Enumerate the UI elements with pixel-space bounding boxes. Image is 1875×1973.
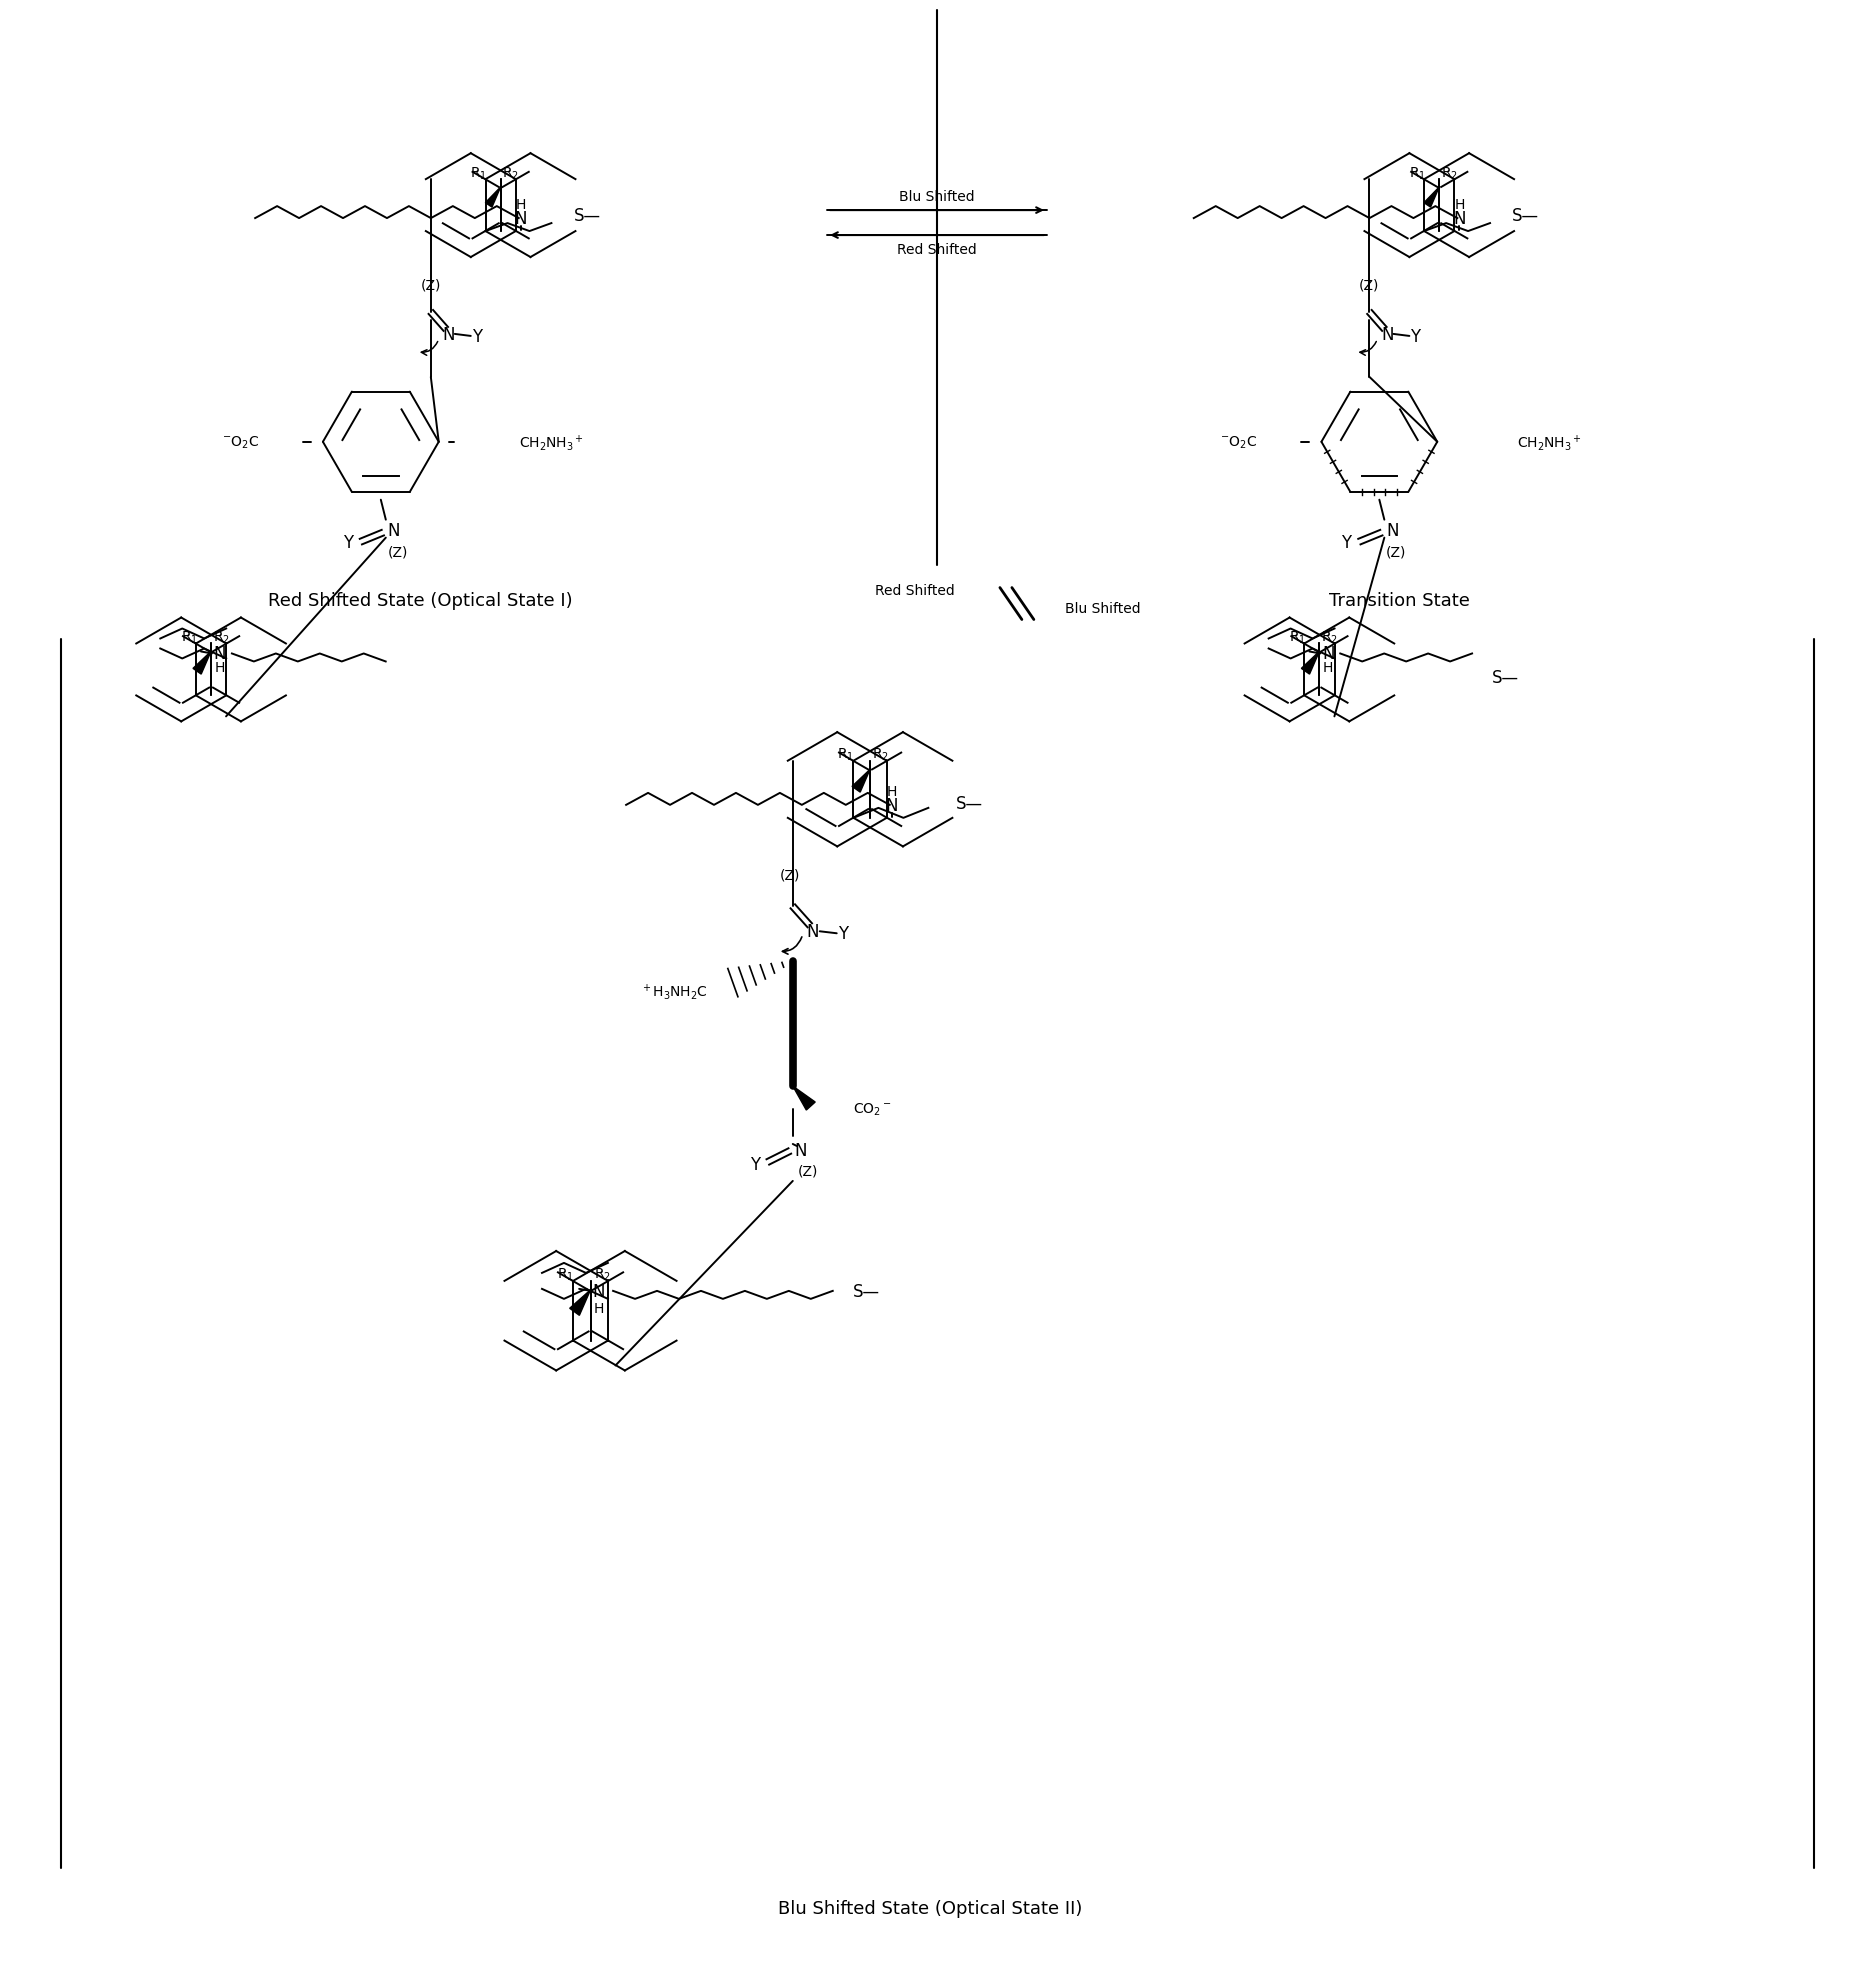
Text: N: N <box>1382 326 1393 343</box>
Text: CH$_2$NH$_3$$^+$: CH$_2$NH$_3$$^+$ <box>519 432 583 452</box>
Text: $^{-}$O$_2$C: $^{-}$O$_2$C <box>1221 434 1258 450</box>
Text: Y: Y <box>750 1156 759 1174</box>
Text: Blu Shifted State (Optical State II): Blu Shifted State (Optical State II) <box>778 1898 1082 1916</box>
Text: N: N <box>1453 209 1466 229</box>
Text: N: N <box>442 326 456 343</box>
Polygon shape <box>570 1290 591 1316</box>
Text: N: N <box>514 209 527 229</box>
Text: Red Shifted: Red Shifted <box>896 243 977 256</box>
Text: H: H <box>516 197 527 211</box>
Text: (Z): (Z) <box>1386 545 1406 558</box>
Text: Y: Y <box>1341 533 1352 550</box>
Text: R$_2$: R$_2$ <box>872 746 889 762</box>
Text: CO$_2$$^-$: CO$_2$$^-$ <box>853 1101 891 1117</box>
Text: Blu Shifted: Blu Shifted <box>1065 602 1140 616</box>
Text: N: N <box>388 521 399 539</box>
Text: S—: S— <box>1492 669 1519 687</box>
Text: N: N <box>885 797 898 815</box>
Text: R$_1$: R$_1$ <box>836 746 853 762</box>
Text: R$_2$: R$_2$ <box>594 1267 611 1282</box>
Text: R$_1$: R$_1$ <box>471 166 488 182</box>
Text: R$_1$: R$_1$ <box>1288 629 1307 647</box>
Text: R$_1$: R$_1$ <box>1408 166 1425 182</box>
Polygon shape <box>193 651 212 675</box>
Text: S—: S— <box>956 795 984 813</box>
Text: Y: Y <box>343 533 352 550</box>
Text: Y: Y <box>1410 328 1421 345</box>
Text: H: H <box>1324 661 1333 675</box>
Text: H: H <box>594 1300 604 1316</box>
Text: H: H <box>1455 197 1464 211</box>
Text: (Z): (Z) <box>780 868 801 882</box>
Text: (Z): (Z) <box>1359 278 1380 292</box>
Polygon shape <box>486 187 501 207</box>
Text: N: N <box>214 645 227 663</box>
Text: H: H <box>216 661 225 675</box>
Text: (Z): (Z) <box>797 1164 818 1178</box>
Text: N: N <box>1386 521 1399 539</box>
Text: N: N <box>806 923 819 941</box>
Text: S—: S— <box>574 207 600 225</box>
Text: S—: S— <box>853 1282 879 1300</box>
Text: CH$_2$NH$_3$$^+$: CH$_2$NH$_3$$^+$ <box>1517 432 1582 452</box>
Text: Red Shifted: Red Shifted <box>876 584 954 598</box>
Text: R$_2$: R$_2$ <box>1320 629 1339 647</box>
Text: R$_2$: R$_2$ <box>212 629 229 647</box>
Text: N: N <box>592 1282 606 1300</box>
Text: R$_1$: R$_1$ <box>180 629 197 647</box>
Polygon shape <box>851 769 870 793</box>
Text: Blu Shifted: Blu Shifted <box>900 189 975 203</box>
Text: Transition State: Transition State <box>1329 592 1470 610</box>
Text: $^{-}$O$_2$C: $^{-}$O$_2$C <box>221 434 259 450</box>
Polygon shape <box>1423 187 1440 207</box>
Text: R$_2$: R$_2$ <box>503 166 519 182</box>
Text: R$_2$: R$_2$ <box>1440 166 1457 182</box>
Text: R$_1$: R$_1$ <box>557 1267 574 1282</box>
Text: H: H <box>887 785 896 799</box>
Text: Red Shifted State (Optical State I): Red Shifted State (Optical State I) <box>268 592 574 610</box>
Text: N: N <box>1322 645 1335 663</box>
Polygon shape <box>1301 651 1320 675</box>
Text: S—: S— <box>1511 207 1539 225</box>
Text: (Z): (Z) <box>388 545 409 558</box>
Text: Y: Y <box>472 328 482 345</box>
Text: $^+$H$_3$NH$_2$C: $^+$H$_3$NH$_2$C <box>641 983 709 1002</box>
Polygon shape <box>793 1087 816 1111</box>
Text: N: N <box>795 1142 806 1160</box>
Text: Y: Y <box>838 925 848 943</box>
Text: (Z): (Z) <box>420 278 441 292</box>
